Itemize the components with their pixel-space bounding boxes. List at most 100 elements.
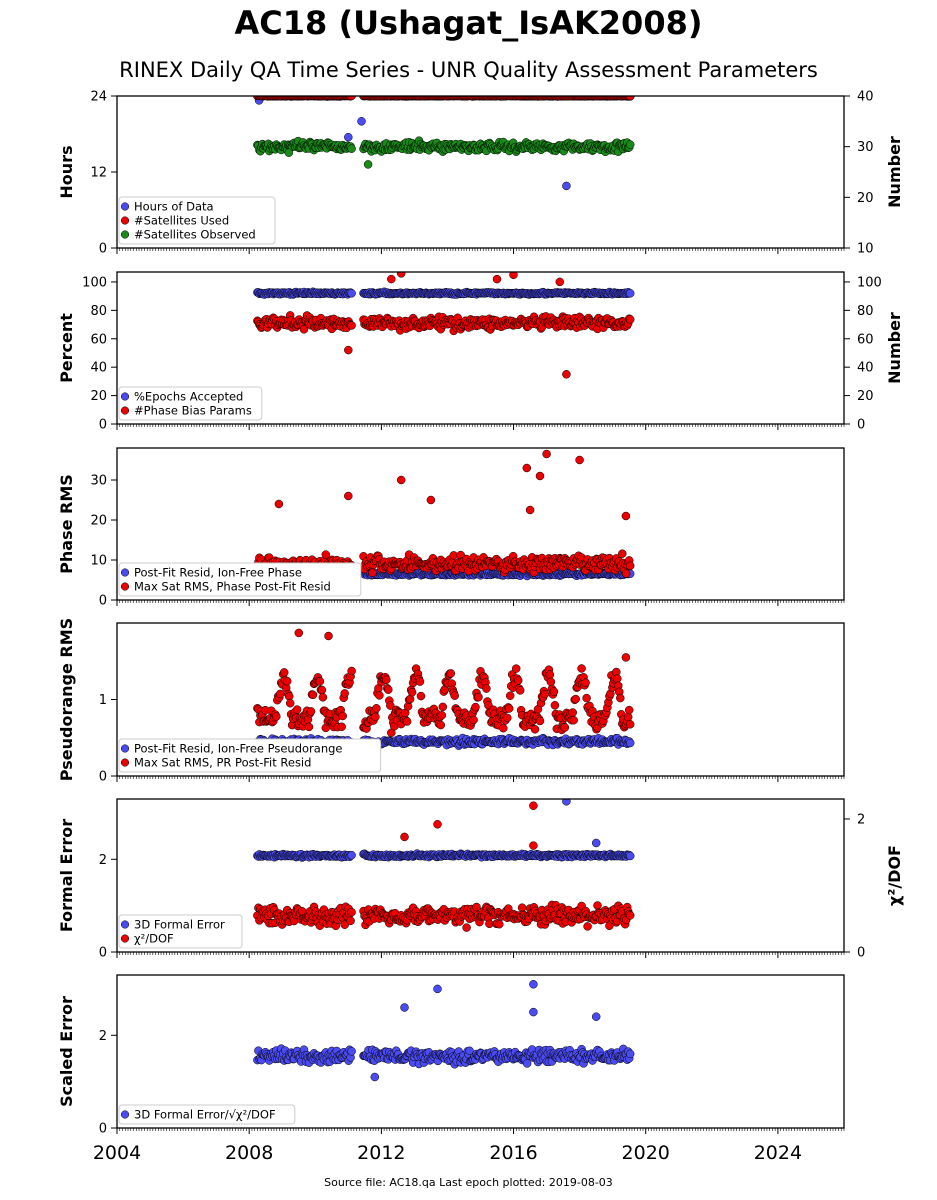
data-point <box>504 704 514 713</box>
data-point <box>347 666 356 676</box>
y-tick-label-right: 20 <box>857 389 874 404</box>
data-point <box>347 907 356 917</box>
y-tick-label: 30 <box>90 474 107 489</box>
data-point <box>625 140 635 149</box>
legend-label: Max Sat RMS, PR Post-Fit Resid <box>134 756 311 770</box>
y-tick-label: 0 <box>99 594 107 609</box>
data-point <box>346 916 355 926</box>
y-tick-label: 0 <box>99 770 107 785</box>
data-points <box>253 96 635 191</box>
data-point <box>371 712 380 722</box>
data-point <box>321 550 331 559</box>
data-point <box>569 715 578 725</box>
legend-label: Post-Fit Resid, Ion-Free Phase <box>134 566 302 580</box>
data-point <box>474 692 483 702</box>
y-tick-label-right: 40 <box>857 361 874 376</box>
data-point <box>625 738 635 748</box>
data-point <box>347 850 356 860</box>
chart-title: AC18 (Ushagat_IsAK2008) <box>234 4 703 42</box>
series-red <box>253 628 635 738</box>
data-point <box>340 689 349 698</box>
data-point <box>340 920 349 929</box>
legend-label: Max Sat RMS, Phase Post-Fit Resid <box>134 580 331 594</box>
data-point-outlier <box>522 463 532 473</box>
y-tick-label-right: 0 <box>857 418 865 433</box>
data-point <box>613 674 622 683</box>
data-point <box>347 289 356 298</box>
legend: %Epochs Accepted#Phase Bias Params <box>118 386 263 421</box>
y-tick-label: 10 <box>90 554 107 569</box>
legend-label: #Satellites Observed <box>134 228 256 242</box>
data-point <box>530 725 540 734</box>
legend-marker <box>120 202 130 211</box>
data-point <box>292 705 302 714</box>
legend-box <box>118 386 263 421</box>
data-point-outlier <box>525 505 535 515</box>
data-point <box>416 691 426 701</box>
data-point <box>368 568 377 578</box>
data-point <box>469 715 478 725</box>
data-point <box>304 722 314 732</box>
data-point-outlier <box>509 272 518 280</box>
data-point <box>471 702 480 712</box>
data-point <box>625 289 635 298</box>
data-point <box>503 713 512 723</box>
data-points <box>253 449 635 581</box>
y-tick-label-right: 30 <box>857 140 874 155</box>
data-point <box>317 685 327 695</box>
y-axis-label: Pseudorange RMS <box>57 618 76 781</box>
data-point <box>347 321 356 330</box>
data-point <box>272 712 281 721</box>
data-point <box>482 684 491 693</box>
data-point <box>282 676 292 686</box>
data-point <box>315 677 325 686</box>
data-point <box>450 691 459 700</box>
data-point-outlier <box>324 631 333 641</box>
data-point-outlier <box>575 455 584 465</box>
y-tick-label-right: 60 <box>857 332 874 347</box>
series-red <box>253 96 635 101</box>
y-tick-label-right: 10 <box>857 242 874 257</box>
series-blue <box>253 287 635 299</box>
data-point-outlier <box>492 274 502 284</box>
data-point-outlier <box>294 628 304 638</box>
data-point-outlier <box>344 132 353 142</box>
series-green <box>253 136 635 169</box>
y-tick-label: 0 <box>99 418 107 433</box>
data-point <box>438 702 448 712</box>
data-point <box>577 664 586 673</box>
data-point <box>436 720 446 730</box>
data-point <box>515 686 525 695</box>
y-tick-label-right: 80 <box>857 304 874 319</box>
data-point <box>621 569 631 578</box>
data-point <box>546 677 556 687</box>
data-point <box>550 701 560 710</box>
series-red <box>253 272 635 379</box>
panel-2: 0 20 40 60 80 100 0 20 40 60 80 100 Percent Number %Ep… <box>57 271 904 433</box>
legend-marker <box>120 568 130 577</box>
y-tick-label: 20 <box>90 514 107 529</box>
y-axis-label: Percent <box>57 313 76 383</box>
data-point-outlier <box>591 838 601 848</box>
y-tick-label: 1 <box>99 693 107 708</box>
data-point <box>499 723 508 733</box>
data-point <box>513 676 523 685</box>
data-point-outlier <box>562 799 571 806</box>
y-tick-label: 24 <box>90 90 107 105</box>
data-point <box>384 685 393 694</box>
legend-marker <box>120 758 130 767</box>
y-tick-label-right: 100 <box>857 275 882 290</box>
data-point-outlier <box>344 491 353 501</box>
data-point-outlier <box>621 653 631 662</box>
y-tick-label: 100 <box>82 275 107 290</box>
legend-marker <box>120 582 130 591</box>
data-point <box>347 96 356 101</box>
data-point-outlier <box>274 499 284 509</box>
data-point <box>308 690 318 700</box>
data-point <box>402 717 412 726</box>
data-point <box>375 691 384 700</box>
panel-4: 0 1 Pseudorange RMS Post-Fit Resid, Ion-Fre… <box>57 618 845 785</box>
data-point-outlier <box>344 345 353 355</box>
